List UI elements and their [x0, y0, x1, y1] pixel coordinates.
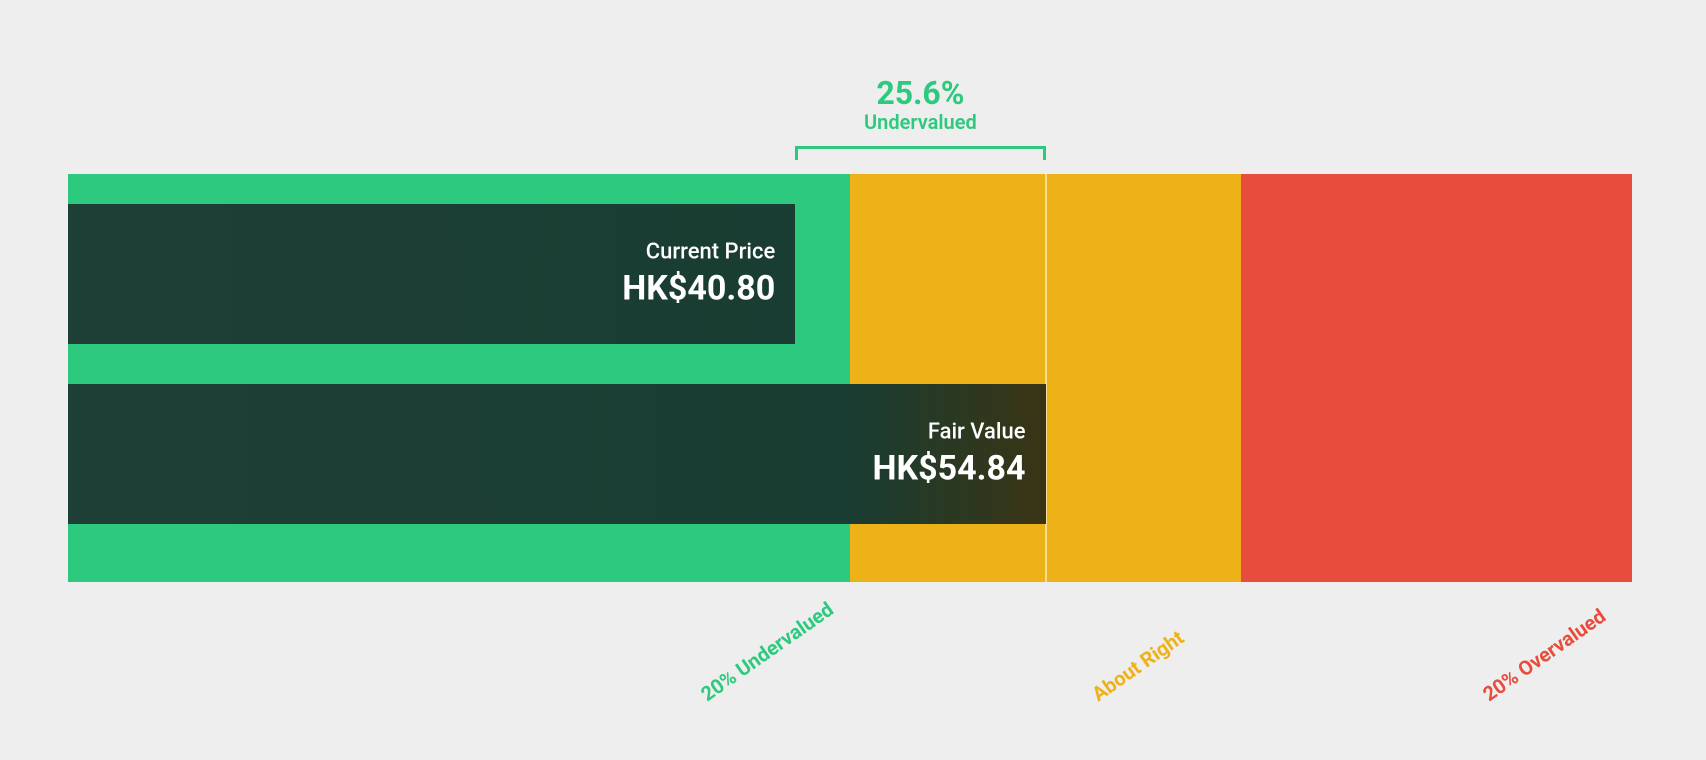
callout-sub: Undervalued — [830, 110, 1010, 134]
current_price-title: Current Price — [622, 240, 775, 265]
zone-label-undervalued: 20% Undervalued — [696, 597, 837, 706]
callout-percent: 25.6% — [840, 74, 1000, 112]
zone-label-about_right: About Right — [1087, 625, 1188, 706]
valuation-chart: Current Price HK$40.80 Fair Value HK$54.84 — [68, 174, 1632, 582]
zone-overvalued — [1241, 174, 1632, 582]
fair_value-labels: Fair Value HK$54.84 — [872, 420, 1025, 489]
fair_value-value: HK$54.84 — [872, 449, 1025, 489]
fair_value-bar: Fair Value HK$54.84 — [68, 384, 1046, 524]
fair_value-title: Fair Value — [872, 420, 1025, 445]
callout-bracket-right-tick — [1043, 146, 1046, 160]
zone-label-overvalued: 20% Overvalued — [1478, 604, 1610, 706]
current_price-labels: Current Price HK$40.80 — [622, 240, 775, 309]
current_price-value: HK$40.80 — [622, 269, 775, 309]
callout-bracket-horizontal — [795, 146, 1045, 149]
current_price-bar: Current Price HK$40.80 — [68, 204, 795, 344]
callout-bracket-left-tick — [795, 146, 798, 160]
